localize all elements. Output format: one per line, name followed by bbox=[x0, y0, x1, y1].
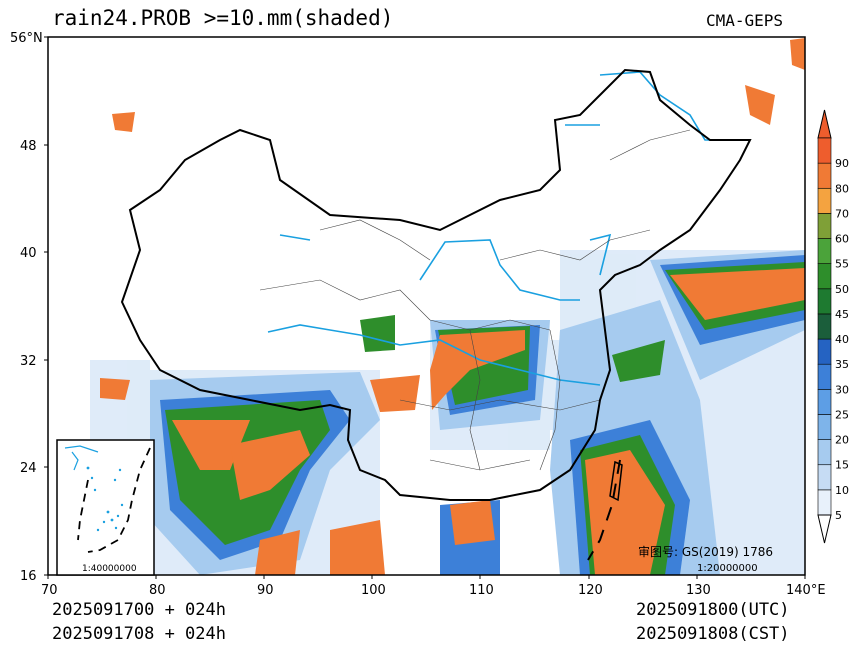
colorbar-min-arrow bbox=[817, 514, 832, 544]
colorbar-swatch bbox=[817, 288, 832, 315]
colorbar-swatch bbox=[817, 263, 832, 290]
colorbar-swatch bbox=[817, 489, 832, 516]
lat-label-48: 48 bbox=[20, 139, 37, 154]
colorbar-label: 80 bbox=[835, 182, 849, 195]
lat-label-16: 16 bbox=[20, 569, 37, 584]
lon-label-70: 70 bbox=[41, 583, 58, 598]
colorbar-label: 90 bbox=[835, 157, 849, 170]
colorbar-swatch bbox=[817, 414, 832, 440]
colorbar-max-arrow bbox=[817, 109, 832, 139]
national-border bbox=[120, 68, 752, 501]
colorbar-swatch bbox=[817, 464, 832, 491]
colorbar-label: 55 bbox=[835, 258, 849, 271]
colorbar-swatch bbox=[817, 338, 832, 365]
colorbar-label: 20 bbox=[835, 434, 849, 447]
colorbar-label: 30 bbox=[835, 383, 849, 396]
colorbar-label: 50 bbox=[835, 283, 849, 296]
colorbar: 5 10 15 20 25 30 35 40 45 50 55 60 70 80 90 bbox=[817, 109, 849, 544]
colorbar-swatch bbox=[817, 238, 832, 264]
lat-label-24: 24 bbox=[20, 461, 37, 476]
lon-label-80: 80 bbox=[149, 583, 166, 598]
lon-label-90: 90 bbox=[257, 583, 274, 598]
inset-scale-label: 1:40000000 bbox=[82, 564, 137, 574]
colorbar-label: 40 bbox=[835, 333, 849, 346]
main-scale-label: 1:20000000 bbox=[697, 563, 758, 574]
province-borders bbox=[259, 129, 691, 471]
south-china-sea-inset bbox=[56, 439, 155, 576]
lon-label-110: 110 bbox=[469, 583, 494, 598]
colorbar-label: 5 bbox=[835, 509, 842, 522]
colorbar-swatch bbox=[817, 187, 832, 214]
lon-label-140: 140°E bbox=[786, 583, 826, 598]
lat-label-40: 40 bbox=[20, 246, 37, 261]
colorbar-swatch bbox=[817, 389, 832, 415]
colorbar-label: 45 bbox=[835, 308, 849, 321]
colorbar-label: 35 bbox=[835, 358, 849, 371]
init-time-utc: 2025091700 + 024h bbox=[52, 600, 226, 620]
colorbar-label: 70 bbox=[835, 207, 849, 220]
valid-time-cst: 2025091808(CST) bbox=[636, 624, 790, 644]
colorbar-label: 15 bbox=[835, 459, 849, 472]
map-frame bbox=[47, 36, 806, 576]
colorbar-label: 25 bbox=[835, 408, 849, 421]
lon-label-130: 130 bbox=[686, 583, 711, 598]
init-time-cst: 2025091708 + 024h bbox=[52, 624, 226, 644]
lat-label-56: 56°N bbox=[10, 31, 43, 46]
colorbar-swatch bbox=[817, 162, 832, 189]
colorbar-label: 10 bbox=[835, 484, 849, 497]
colorbar-label: 60 bbox=[835, 233, 849, 246]
colorbar-swatch bbox=[817, 439, 832, 466]
lon-label-120: 120 bbox=[578, 583, 603, 598]
precip-probability-shading bbox=[90, 38, 805, 575]
map-review-number: 审图号: GS(2019) 1786 bbox=[638, 544, 773, 559]
map-title: rain24.PROB >=10.mm(shaded) bbox=[52, 6, 394, 30]
colorbar-swatch bbox=[817, 213, 832, 239]
lon-label-100: 100 bbox=[361, 583, 386, 598]
colorbar-swatch bbox=[817, 137, 832, 164]
model-source-label: CMA-GEPS bbox=[706, 11, 784, 30]
colorbar-swatch bbox=[817, 313, 832, 340]
colorbar-swatch bbox=[817, 363, 832, 390]
lat-label-32: 32 bbox=[20, 354, 37, 369]
valid-time-utc: 2025091800(UTC) bbox=[636, 600, 790, 620]
